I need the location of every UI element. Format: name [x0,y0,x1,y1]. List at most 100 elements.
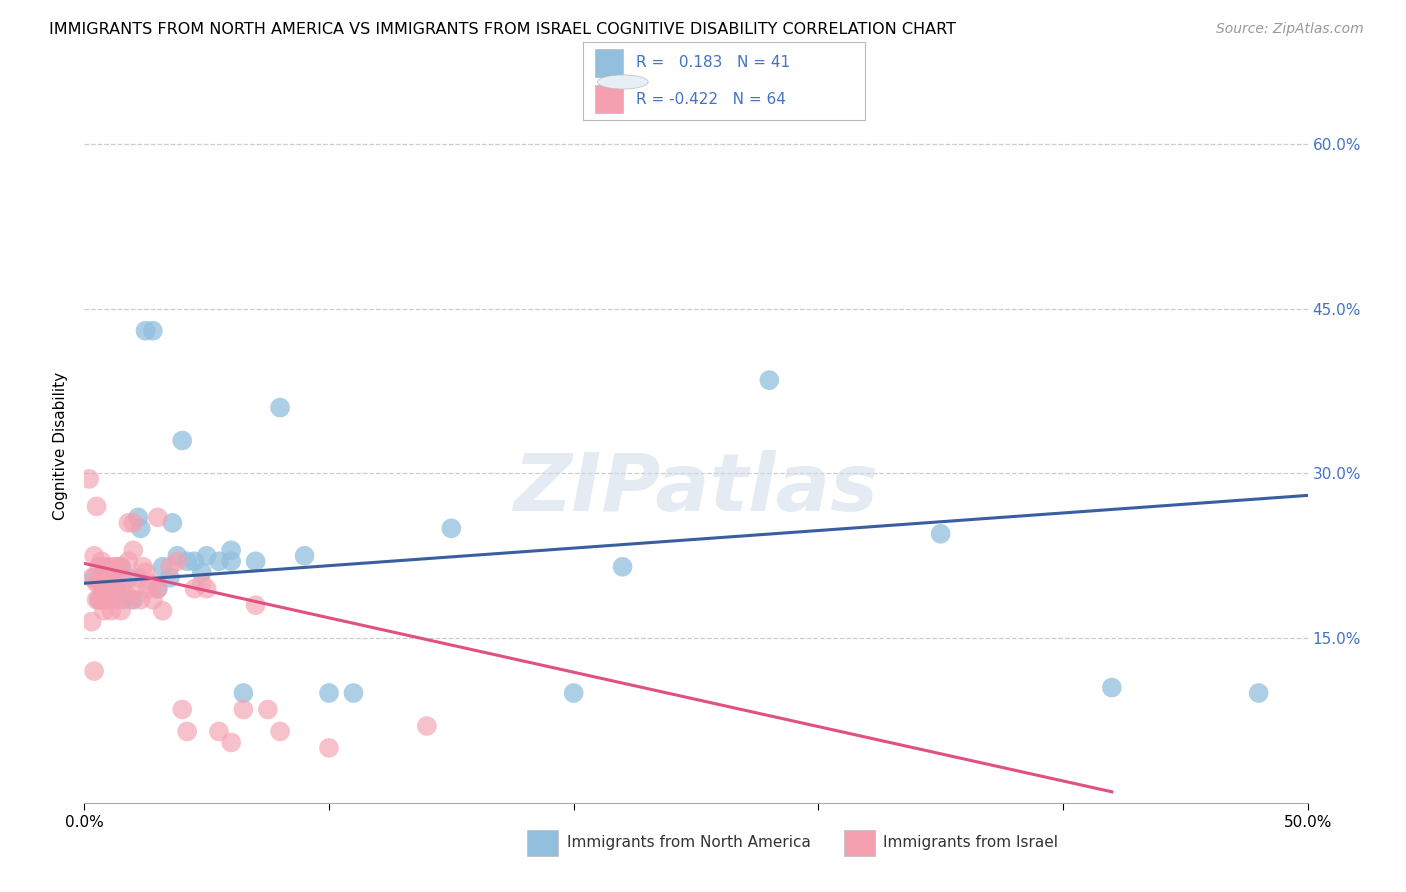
Point [208,554,231,568]
Point [152,559,174,574]
Point [132,559,155,574]
Point [117,571,139,585]
Point [162,516,184,530]
Point [294,549,316,563]
Point [1101,681,1123,695]
Text: Immigrants from North America: Immigrants from North America [567,836,810,850]
Point [90,576,112,591]
Point [1247,686,1270,700]
Point [191,566,214,580]
Point [83,549,105,563]
FancyBboxPatch shape [595,49,623,78]
Point [127,510,149,524]
Point [219,735,242,749]
Point [758,373,780,387]
Point [136,582,159,596]
Point [93,559,115,574]
Point [117,554,139,568]
Point [195,582,218,596]
Point [87,576,110,591]
Point [176,724,198,739]
Point [232,702,254,716]
Point [97,576,120,591]
Y-axis label: Cognitive Disability: Cognitive Disability [53,372,69,520]
Point [110,559,132,574]
Point [245,598,267,612]
Point [120,592,142,607]
Point [127,571,149,585]
Point [103,576,125,591]
Point [245,554,267,568]
Point [159,571,181,585]
Point [166,554,188,568]
Point [195,549,218,563]
Text: ZIPatlas: ZIPatlas [513,450,879,528]
Point [146,582,169,596]
Point [96,592,118,607]
Point [100,582,122,596]
Point [183,554,205,568]
Point [122,516,145,530]
Point [83,571,105,585]
Point [97,587,120,601]
Point [86,592,108,607]
Point [269,724,291,739]
Point [318,740,340,755]
Point [97,559,120,574]
Point [318,686,340,700]
Point [191,576,214,591]
Point [135,324,157,338]
Point [93,604,115,618]
Point [929,526,952,541]
Point [269,401,291,415]
Point [219,554,242,568]
Point [117,516,139,530]
Point [105,559,128,574]
Point [103,576,125,591]
Point [112,592,135,607]
Point [80,615,103,629]
Point [146,582,169,596]
Point [90,592,112,607]
Point [110,559,132,574]
Point [135,566,157,580]
Point [90,576,112,591]
Point [416,719,439,733]
Point [129,521,152,535]
Point [93,582,115,596]
Point [86,576,108,591]
Point [90,554,112,568]
Text: IMMIGRANTS FROM NORTH AMERICA VS IMMIGRANTS FROM ISRAEL COGNITIVE DISABILITY COR: IMMIGRANTS FROM NORTH AMERICA VS IMMIGRA… [49,22,956,37]
Text: R =   0.183   N = 41: R = 0.183 N = 41 [636,55,790,70]
Point [159,559,181,574]
Point [172,702,194,716]
Point [112,576,135,591]
Point [142,592,165,607]
Point [129,592,152,607]
Point [105,582,128,596]
FancyBboxPatch shape [595,85,623,113]
Point [93,566,115,580]
Point [125,582,148,596]
Point [208,724,231,739]
Point [87,592,110,607]
Point [152,604,174,618]
Text: Source: ZipAtlas.com: Source: ZipAtlas.com [1216,22,1364,37]
Point [80,571,103,585]
Text: R = -0.422   N = 64: R = -0.422 N = 64 [636,92,786,107]
Point [97,592,120,607]
Point [342,686,364,700]
Point [257,702,280,716]
Point [122,592,145,607]
Circle shape [598,75,648,89]
Text: Immigrants from Israel: Immigrants from Israel [883,836,1057,850]
Point [83,664,105,678]
Point [103,559,125,574]
Point [77,472,100,486]
Point [232,686,254,700]
Point [87,559,110,574]
Point [219,543,242,558]
Point [86,500,108,514]
Point [166,549,188,563]
Point [612,559,634,574]
